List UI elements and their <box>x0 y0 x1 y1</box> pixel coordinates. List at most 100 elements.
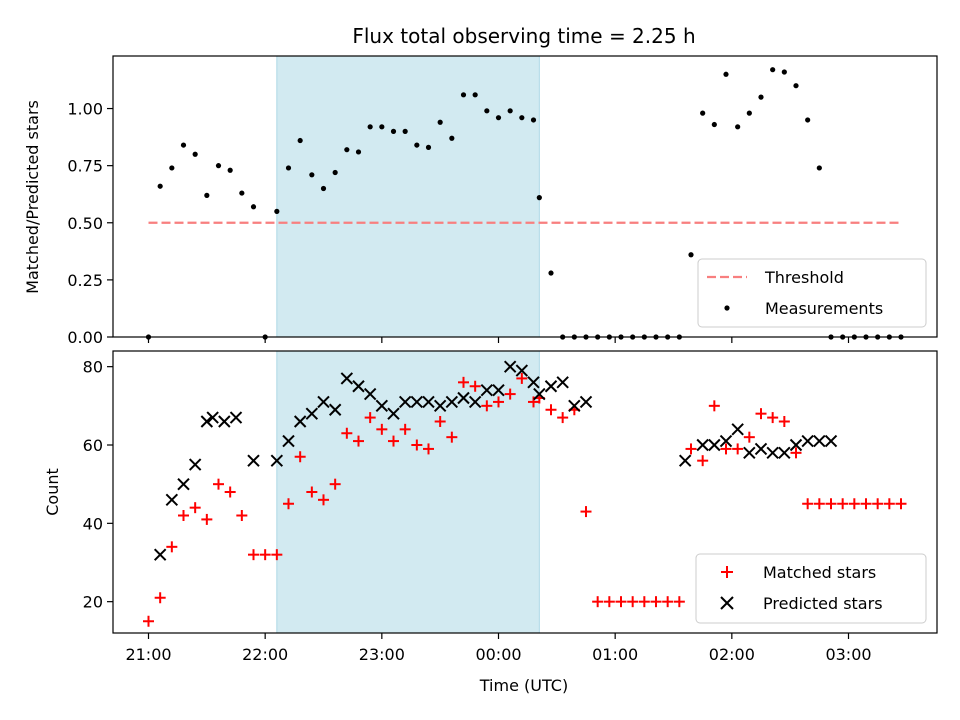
matched-star-point <box>860 498 872 510</box>
matched-star-point <box>790 447 802 459</box>
matched-star-point <box>493 396 504 408</box>
x-tick-label: 03:00 <box>825 645 871 664</box>
legend-predicted-label: Predicted stars <box>763 594 883 613</box>
predicted-star-point <box>579 395 593 409</box>
x-axis-label: Time (UTC) <box>479 676 568 695</box>
predicted-star-point <box>165 493 179 507</box>
top-y-tick-label: 0.00 <box>67 328 103 347</box>
matched-star-point <box>178 510 189 521</box>
matched-star-point <box>592 596 604 608</box>
top-y-tick-label: 1.00 <box>67 100 103 119</box>
predicted-star-point <box>824 434 838 448</box>
predicted-star-point <box>305 407 319 420</box>
legend-measurements-label: Measurements <box>765 299 883 318</box>
measurement-point <box>472 92 478 98</box>
top-y-ticks: 0.00 0.25 0.50 0.75 1.00 <box>67 100 113 347</box>
predicted-star-point <box>387 407 400 420</box>
predicted-star-point <box>445 395 459 409</box>
measurement-point <box>449 135 455 141</box>
matched-star-point <box>778 416 790 427</box>
measurement-point <box>711 121 717 128</box>
bottom-panel: 20 40 60 80 21:00 22:00 23:00 00:00 01:00 02:00 0… <box>43 350 938 695</box>
matched-star-point <box>224 486 236 498</box>
matched-star-point <box>697 455 709 467</box>
matched-star-point <box>755 408 767 420</box>
x-tick-label: 23:00 <box>359 645 405 664</box>
predicted-star-point <box>293 415 307 428</box>
matched-star-point <box>469 380 481 392</box>
matched-star-point <box>872 498 884 510</box>
predicted-star-point <box>352 380 365 393</box>
predicted-star-point <box>282 434 295 448</box>
matched-star-point <box>189 502 201 514</box>
measurement-point <box>700 110 706 116</box>
bottom-y-tick-label: 40 <box>83 514 103 533</box>
matched-star-point <box>603 596 615 608</box>
matched-star-point <box>353 435 364 447</box>
matched-star-point <box>154 592 166 604</box>
matched-star-point <box>236 510 248 521</box>
predicted-star-point <box>544 380 558 393</box>
matched-star-point <box>434 416 446 427</box>
top-y-axis-label: Matched/Predicted stars <box>23 100 42 294</box>
measurement-point <box>548 270 554 276</box>
matched-star-point <box>895 498 907 510</box>
predicted-star-point <box>375 399 389 413</box>
predicted-star-point <box>468 395 482 409</box>
matched-star-point <box>364 412 376 424</box>
matched-star-point <box>557 412 569 424</box>
matched-star-point <box>813 498 825 510</box>
predicted-star-point <box>719 434 733 448</box>
legend-matched-swatch <box>721 566 733 578</box>
matched-star-point <box>306 486 318 498</box>
predicted-star-point <box>177 477 190 491</box>
x-tick-label: 01:00 <box>592 645 638 664</box>
predicted-star-point <box>708 438 721 452</box>
bottom-y-ticks: 20 40 60 80 <box>83 358 113 612</box>
predicted-star-point <box>457 391 470 405</box>
predicted-star-point <box>678 454 692 467</box>
matched-star-point <box>720 443 732 455</box>
matched-star-point <box>673 596 685 608</box>
top-axes-frame <box>112 55 938 338</box>
measurement-point <box>192 151 198 157</box>
matched-star-point <box>329 478 341 490</box>
predicted-star-point <box>731 423 744 436</box>
measurement-point <box>460 92 467 98</box>
legend-matched-label: Matched stars <box>763 563 876 582</box>
predicted-star-point <box>492 383 505 397</box>
measurement-point <box>805 117 811 123</box>
matched-star-point <box>166 541 178 553</box>
predicted-star-point <box>206 411 219 424</box>
predicted-star-point <box>422 395 435 409</box>
measurement-point <box>367 124 373 130</box>
predicted-star-point <box>533 387 546 401</box>
matched-star-point <box>528 396 539 408</box>
matched-star-point <box>213 478 224 490</box>
predicted-star-point <box>188 458 202 471</box>
matched-star-point <box>271 549 283 561</box>
predicted-star-point <box>270 454 284 467</box>
legend-predicted-swatch <box>720 596 734 610</box>
predicted-star-point <box>247 454 260 467</box>
top-panel: 0.00 0.25 0.50 0.75 1.00 Matched/Predicted s… <box>23 55 938 347</box>
matched-star-point <box>615 596 627 608</box>
predicted-star-point <box>328 403 342 416</box>
top-x-ticks <box>147 337 850 343</box>
measurement-point <box>758 94 764 100</box>
predicted-star-point <box>200 415 214 428</box>
matched-star-point <box>201 513 213 525</box>
matched-star-point <box>743 431 755 443</box>
measurement-points <box>145 67 904 340</box>
matched-star-point <box>837 498 849 510</box>
measurement-point <box>402 128 408 134</box>
measurement-point <box>332 169 338 176</box>
matched-star-point <box>627 596 639 608</box>
top-legend: Threshold Measurements <box>697 258 927 328</box>
measurement-point <box>770 67 776 73</box>
matched-star-point <box>516 372 528 384</box>
measurement-point <box>735 124 741 130</box>
predicted-star-point <box>813 434 826 448</box>
top-legend-box <box>697 258 927 328</box>
x-tick-label: 22:00 <box>242 645 288 664</box>
